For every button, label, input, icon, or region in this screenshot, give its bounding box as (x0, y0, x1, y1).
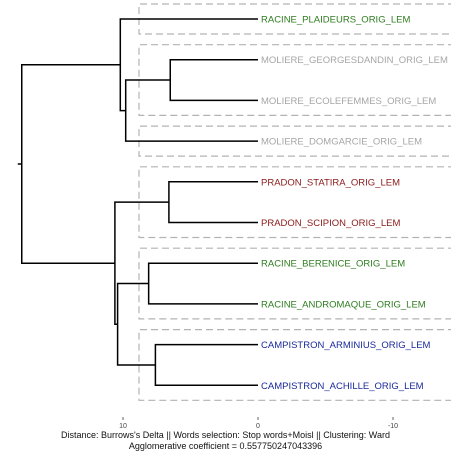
merge-link-4 (116, 282, 156, 366)
leaf-label: MOLIERE_ECOLEFEMMES_ORIG_LEM (261, 96, 436, 107)
merge-link-2 (147, 262, 258, 305)
x-axis: 10 0 -10 (119, 417, 398, 430)
leaf-label: RACINE_PLAIDEURS_ORIG_LEM (261, 15, 410, 26)
cluster-rect-5 (138, 329, 451, 401)
leaf-label: RACINE_ANDROMAQUE_ORIG_LEM (261, 299, 426, 310)
leaf-label: RACINE_BERENICE_ORIG_LEM (261, 259, 405, 270)
merge-link-8 (21, 64, 121, 264)
caption-coefficient-line: Agglomerative coefficient = 0.5577502470… (128, 441, 323, 451)
leaf-label: MOLIERE_GEORGESDANDIN_ORIG_LEM (261, 55, 448, 66)
caption-distance-line: Distance: Burrows's Delta || Words selec… (61, 430, 390, 440)
x-tick-label: 10 (119, 423, 127, 430)
cluster-rect-3 (138, 166, 451, 239)
cluster-rect-1 (138, 44, 451, 116)
merge-link-0 (169, 58, 258, 102)
merge-link-3 (154, 343, 258, 387)
leaf-label: PRADON_SCIPION_ORIG_LEM (261, 218, 400, 229)
x-tick-label: 0 (256, 423, 260, 430)
x-tick-label: -10 (388, 423, 398, 430)
merge-link-5 (124, 79, 258, 142)
merge-link-1 (168, 181, 258, 224)
leaf-labels: RACINE_PLAIDEURS_ORIG_LEM MOLIERE_GEORGES… (261, 15, 448, 392)
leaf-label: MOLIERE_DOMGARCIE_ORIG_LEM (261, 137, 422, 148)
merge-link-6 (119, 18, 258, 112)
cluster-rect-4 (138, 247, 451, 320)
dendrogram-links (17, 18, 258, 387)
leaf-label: CAMPISTRON_ARMINIUS_ORIG_LEM (261, 340, 431, 351)
leaf-label: PRADON_STATIRA_ORIG_LEM (261, 177, 400, 188)
leaf-label: CAMPISTRON_ACHILLE_ORIG_LEM (261, 381, 424, 392)
